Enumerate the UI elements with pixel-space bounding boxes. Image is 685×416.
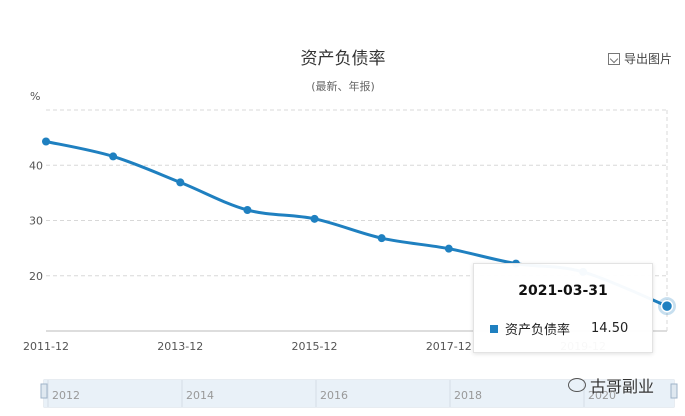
- navigator-tick-label: 2014: [186, 389, 214, 402]
- watermark: 古哥副业: [568, 373, 654, 397]
- x-tick-label: 2013-12: [157, 340, 203, 353]
- y-tick-label: 40: [29, 159, 43, 172]
- navigator-left-handle[interactable]: [40, 383, 48, 399]
- navigator[interactable]: 2012 2014 2016 2018 2020: [40, 379, 678, 408]
- data-point: [176, 178, 185, 187]
- data-point: [377, 234, 386, 243]
- y-axis-ticks: 20 30 40: [29, 159, 43, 283]
- tooltip-row: 资产负债率 14.50: [490, 319, 628, 338]
- data-point: [109, 152, 118, 161]
- chart-subtitle: (最新、年报): [311, 79, 375, 93]
- tooltip-series-name: 资产负债率: [505, 323, 571, 338]
- navigator-tick-label: 2020: [588, 389, 616, 402]
- navigator-ticks: 2012 2014 2016 2018 2020: [47, 380, 616, 407]
- data-point: [42, 137, 50, 146]
- y-tick-label: 30: [29, 215, 43, 228]
- navigator-tick-label: 2012: [52, 389, 80, 402]
- data-point: [444, 244, 453, 253]
- data-point: [310, 214, 319, 223]
- data-point: [660, 299, 674, 313]
- x-tick-label: 2017-12: [426, 340, 472, 353]
- x-tick-label: 2011-12: [23, 340, 69, 353]
- tooltip: 2021-03-31 资产负债率 14.50: [473, 263, 653, 353]
- y-axis-unit: %: [30, 90, 40, 103]
- y-tick-label: 20: [29, 270, 43, 283]
- tooltip-date: 2021-03-31: [518, 283, 608, 299]
- tooltip-value: 14.50: [591, 321, 629, 336]
- data-point: [243, 206, 252, 215]
- navigator-tick-label: 2016: [320, 389, 348, 402]
- export-label: 导出图片: [624, 52, 673, 66]
- chart-title: 资产负债率: [301, 49, 386, 69]
- navigator-tick-label: 2018: [454, 389, 482, 402]
- watermark-text: 古哥副业: [590, 377, 655, 396]
- export-image-button[interactable]: 导出图片: [608, 50, 672, 67]
- wechat-icon: [568, 378, 586, 392]
- navigator-right-handle[interactable]: [670, 383, 678, 399]
- tooltip-swatch: [490, 324, 498, 333]
- series-points: [42, 137, 676, 316]
- export-icon: [608, 52, 620, 65]
- x-tick-label: 2015-12: [292, 340, 338, 353]
